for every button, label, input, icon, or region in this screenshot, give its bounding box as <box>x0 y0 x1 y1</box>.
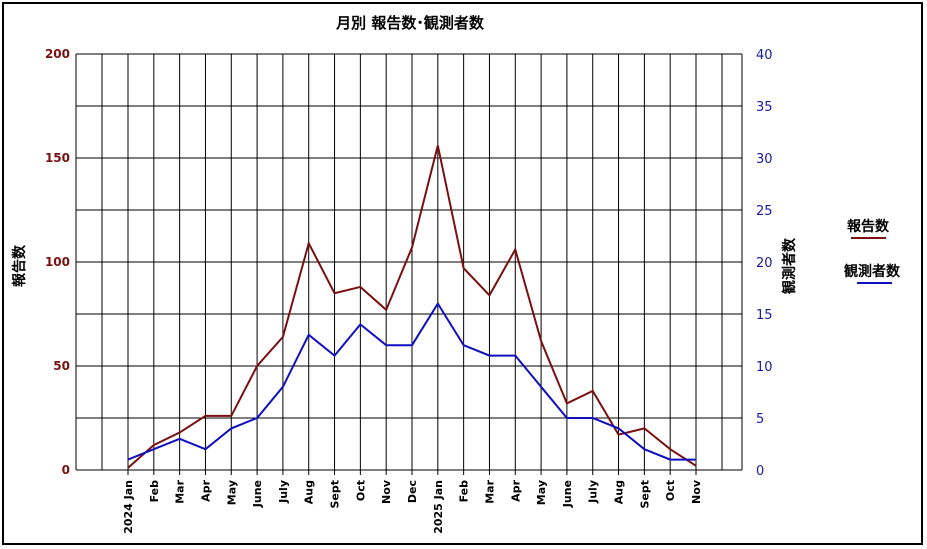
x-tick-label: Aug <box>613 480 626 504</box>
left-y-tick-label: 50 <box>53 359 70 373</box>
x-tick-label: 2024 Jan <box>122 480 135 534</box>
right-y-tick-label: 30 <box>756 152 773 167</box>
chart-title: 月別 報告数･観測者数 <box>335 14 485 32</box>
left-y-tick-label: 150 <box>45 151 70 165</box>
right-y-tick-label: 5 <box>756 412 764 427</box>
x-tick-label: June <box>561 480 574 508</box>
x-tick-label: 2025 Jan <box>432 480 445 534</box>
x-tick-label: Nov <box>380 479 393 504</box>
left-y-axis-ticks: 0 50 100 150 200 <box>45 47 70 477</box>
x-tick-label: Feb <box>458 480 471 503</box>
x-tick-label: Oct <box>354 480 367 501</box>
chart-legend: 報告数 観測者数 <box>844 218 901 284</box>
x-tick-label: July <box>277 480 290 504</box>
right-y-axis-ticks: 0 5 10 15 20 25 30 35 40 <box>756 48 773 479</box>
x-tick-label: May <box>225 480 238 505</box>
right-y-tick-label: 35 <box>756 100 773 115</box>
right-y-tick-label: 15 <box>756 308 773 323</box>
x-tick-label: Nov <box>690 479 703 504</box>
right-y-tick-label: 20 <box>756 256 773 271</box>
left-y-tick-label: 100 <box>45 255 70 269</box>
right-y-tick-label: 40 <box>756 48 773 63</box>
x-tick-label: Sept <box>638 480 651 509</box>
x-tick-label: June <box>251 480 264 508</box>
chart-svg: 月別 報告数･観測者数 0 50 100 150 200 0 5 10 15 20 25 30 35 4… <box>11 14 901 534</box>
x-tick-label: Sept <box>329 480 342 509</box>
legend-label-reports: 報告数 <box>847 218 890 235</box>
x-tick-label: July <box>587 480 600 504</box>
right-y-tick-label: 0 <box>756 464 764 479</box>
x-tick-label: May <box>535 480 548 505</box>
x-tick-label: Feb <box>148 480 161 503</box>
x-tick-label: Mar <box>174 479 187 503</box>
x-tick-label: Apr <box>199 479 212 501</box>
x-tick-label: Mar <box>483 479 496 503</box>
x-tick-label: Oct <box>664 480 677 501</box>
right-y-axis-label: 観測者数 <box>781 237 798 294</box>
x-tick-label: Aug <box>303 480 316 504</box>
right-y-tick-label: 25 <box>756 204 773 219</box>
series-line-reports <box>127 145 697 469</box>
left-y-axis-label: 報告数 <box>11 244 28 287</box>
series-line-observers <box>127 301 696 461</box>
right-y-tick-label: 10 <box>756 360 773 375</box>
left-y-tick-label: 0 <box>62 463 70 477</box>
left-y-tick-label: 200 <box>45 47 70 61</box>
legend-label-observers: 観測者数 <box>844 263 901 280</box>
x-tick-label: Apr <box>509 479 522 501</box>
x-axis-ticks: 2024 Jan Feb Mar Apr May June July Aug Sept Oct No… <box>122 479 703 534</box>
chart-grid <box>75 53 743 475</box>
series-lines <box>127 145 697 469</box>
x-tick-label: Dec <box>406 480 419 503</box>
